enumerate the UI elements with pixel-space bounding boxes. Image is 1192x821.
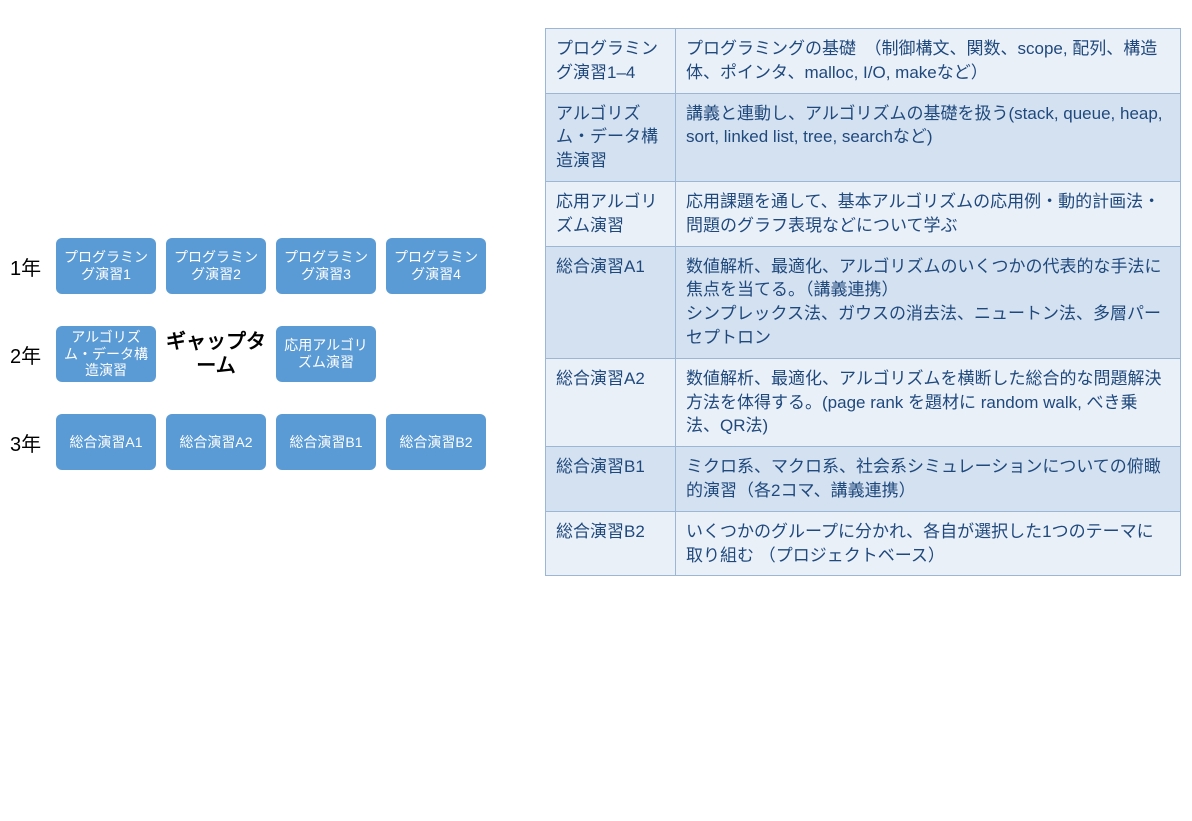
table-row: 総合演習A1 数値解析、最適化、アルゴリズムのいくつかの代表的な手法に焦点を当て… bbox=[546, 246, 1181, 358]
course-name-cell: 総合演習A2 bbox=[546, 358, 676, 446]
course-box: プログラミング演習3 bbox=[276, 238, 376, 294]
course-description-table: プログラミング演習1–4 プログラミングの基礎 （制御構文、関数、scope, … bbox=[545, 28, 1181, 576]
course-desc-cell: 応用課題を通して、基本アルゴリズムの応用例・動的計画法・問題のグラフ表現などにつ… bbox=[676, 181, 1181, 246]
year-2-boxes: アルゴリズム・データ構造演習 ギャップターム 応用アルゴリズム演習 bbox=[56, 326, 486, 382]
year-label: 1年 bbox=[10, 252, 56, 281]
table-row: 総合演習A2 数値解析、最適化、アルゴリズムを横断した総合的な問題解決方法を体得… bbox=[546, 358, 1181, 446]
year-label: 2年 bbox=[10, 340, 56, 369]
gap-term-label: ギャップターム bbox=[166, 326, 266, 382]
year-3-boxes: 総合演習A1 総合演習A2 総合演習B1 総合演習B2 bbox=[56, 414, 486, 470]
course-desc-cell: プログラミングの基礎 （制御構文、関数、scope, 配列、構造体、ポインタ、m… bbox=[676, 29, 1181, 94]
course-name-cell: アルゴリズム・データ構造演習 bbox=[546, 93, 676, 181]
course-box: 総合演習B2 bbox=[386, 414, 486, 470]
table-row: 応用アルゴリズム演習 応用課題を通して、基本アルゴリズムの応用例・動的計画法・問… bbox=[546, 181, 1181, 246]
course-box: アルゴリズム・データ構造演習 bbox=[56, 326, 156, 382]
course-name-cell: 総合演習B2 bbox=[546, 511, 676, 576]
course-desc-cell: 講義と連動し、アルゴリズムの基礎を扱う(stack, queue, heap, … bbox=[676, 93, 1181, 181]
course-name-cell: 総合演習A1 bbox=[546, 246, 676, 358]
table-row: アルゴリズム・データ構造演習 講義と連動し、アルゴリズムの基礎を扱う(stack… bbox=[546, 93, 1181, 181]
course-desc-cell: いくつかのグループに分かれ、各自が選択した1つのテーマに取り組む （プロジェクト… bbox=[676, 511, 1181, 576]
course-box: 総合演習A2 bbox=[166, 414, 266, 470]
year-label: 3年 bbox=[10, 428, 56, 457]
course-box: プログラミング演習2 bbox=[166, 238, 266, 294]
course-name-cell: 総合演習B1 bbox=[546, 447, 676, 512]
course-name-cell: 応用アルゴリズム演習 bbox=[546, 181, 676, 246]
course-box: 総合演習B1 bbox=[276, 414, 376, 470]
year-row-2: 2年 アルゴリズム・データ構造演習 ギャップターム 応用アルゴリズム演習 bbox=[10, 326, 530, 382]
year-1-boxes: プログラミング演習1 プログラミング演習2 プログラミング演習3 プログラミング… bbox=[56, 238, 486, 294]
empty-slot bbox=[386, 326, 486, 382]
course-box: 応用アルゴリズム演習 bbox=[276, 326, 376, 382]
course-box: 総合演習A1 bbox=[56, 414, 156, 470]
table-row: 総合演習B1 ミクロ系、マクロ系、社会系シミュレーションについての俯瞰的演習（各… bbox=[546, 447, 1181, 512]
course-box: プログラミング演習4 bbox=[386, 238, 486, 294]
course-desc-cell: ミクロ系、マクロ系、社会系シミュレーションについての俯瞰的演習（各2コマ、講義連… bbox=[676, 447, 1181, 512]
course-name-cell: プログラミング演習1–4 bbox=[546, 29, 676, 94]
course-desc-cell: 数値解析、最適化、アルゴリズムのいくつかの代表的な手法に焦点を当てる。（講義連携… bbox=[676, 246, 1181, 358]
curriculum-flow: 1年 プログラミング演習1 プログラミング演習2 プログラミング演習3 プログラ… bbox=[10, 238, 530, 502]
table-row: 総合演習B2 いくつかのグループに分かれ、各自が選択した1つのテーマに取り組む … bbox=[546, 511, 1181, 576]
course-desc-cell: 数値解析、最適化、アルゴリズムを横断した総合的な問題解決方法を体得する。(pag… bbox=[676, 358, 1181, 446]
table-row: プログラミング演習1–4 プログラミングの基礎 （制御構文、関数、scope, … bbox=[546, 29, 1181, 94]
year-row-1: 1年 プログラミング演習1 プログラミング演習2 プログラミング演習3 プログラ… bbox=[10, 238, 530, 294]
course-box: プログラミング演習1 bbox=[56, 238, 156, 294]
year-row-3: 3年 総合演習A1 総合演習A2 総合演習B1 総合演習B2 bbox=[10, 414, 530, 470]
